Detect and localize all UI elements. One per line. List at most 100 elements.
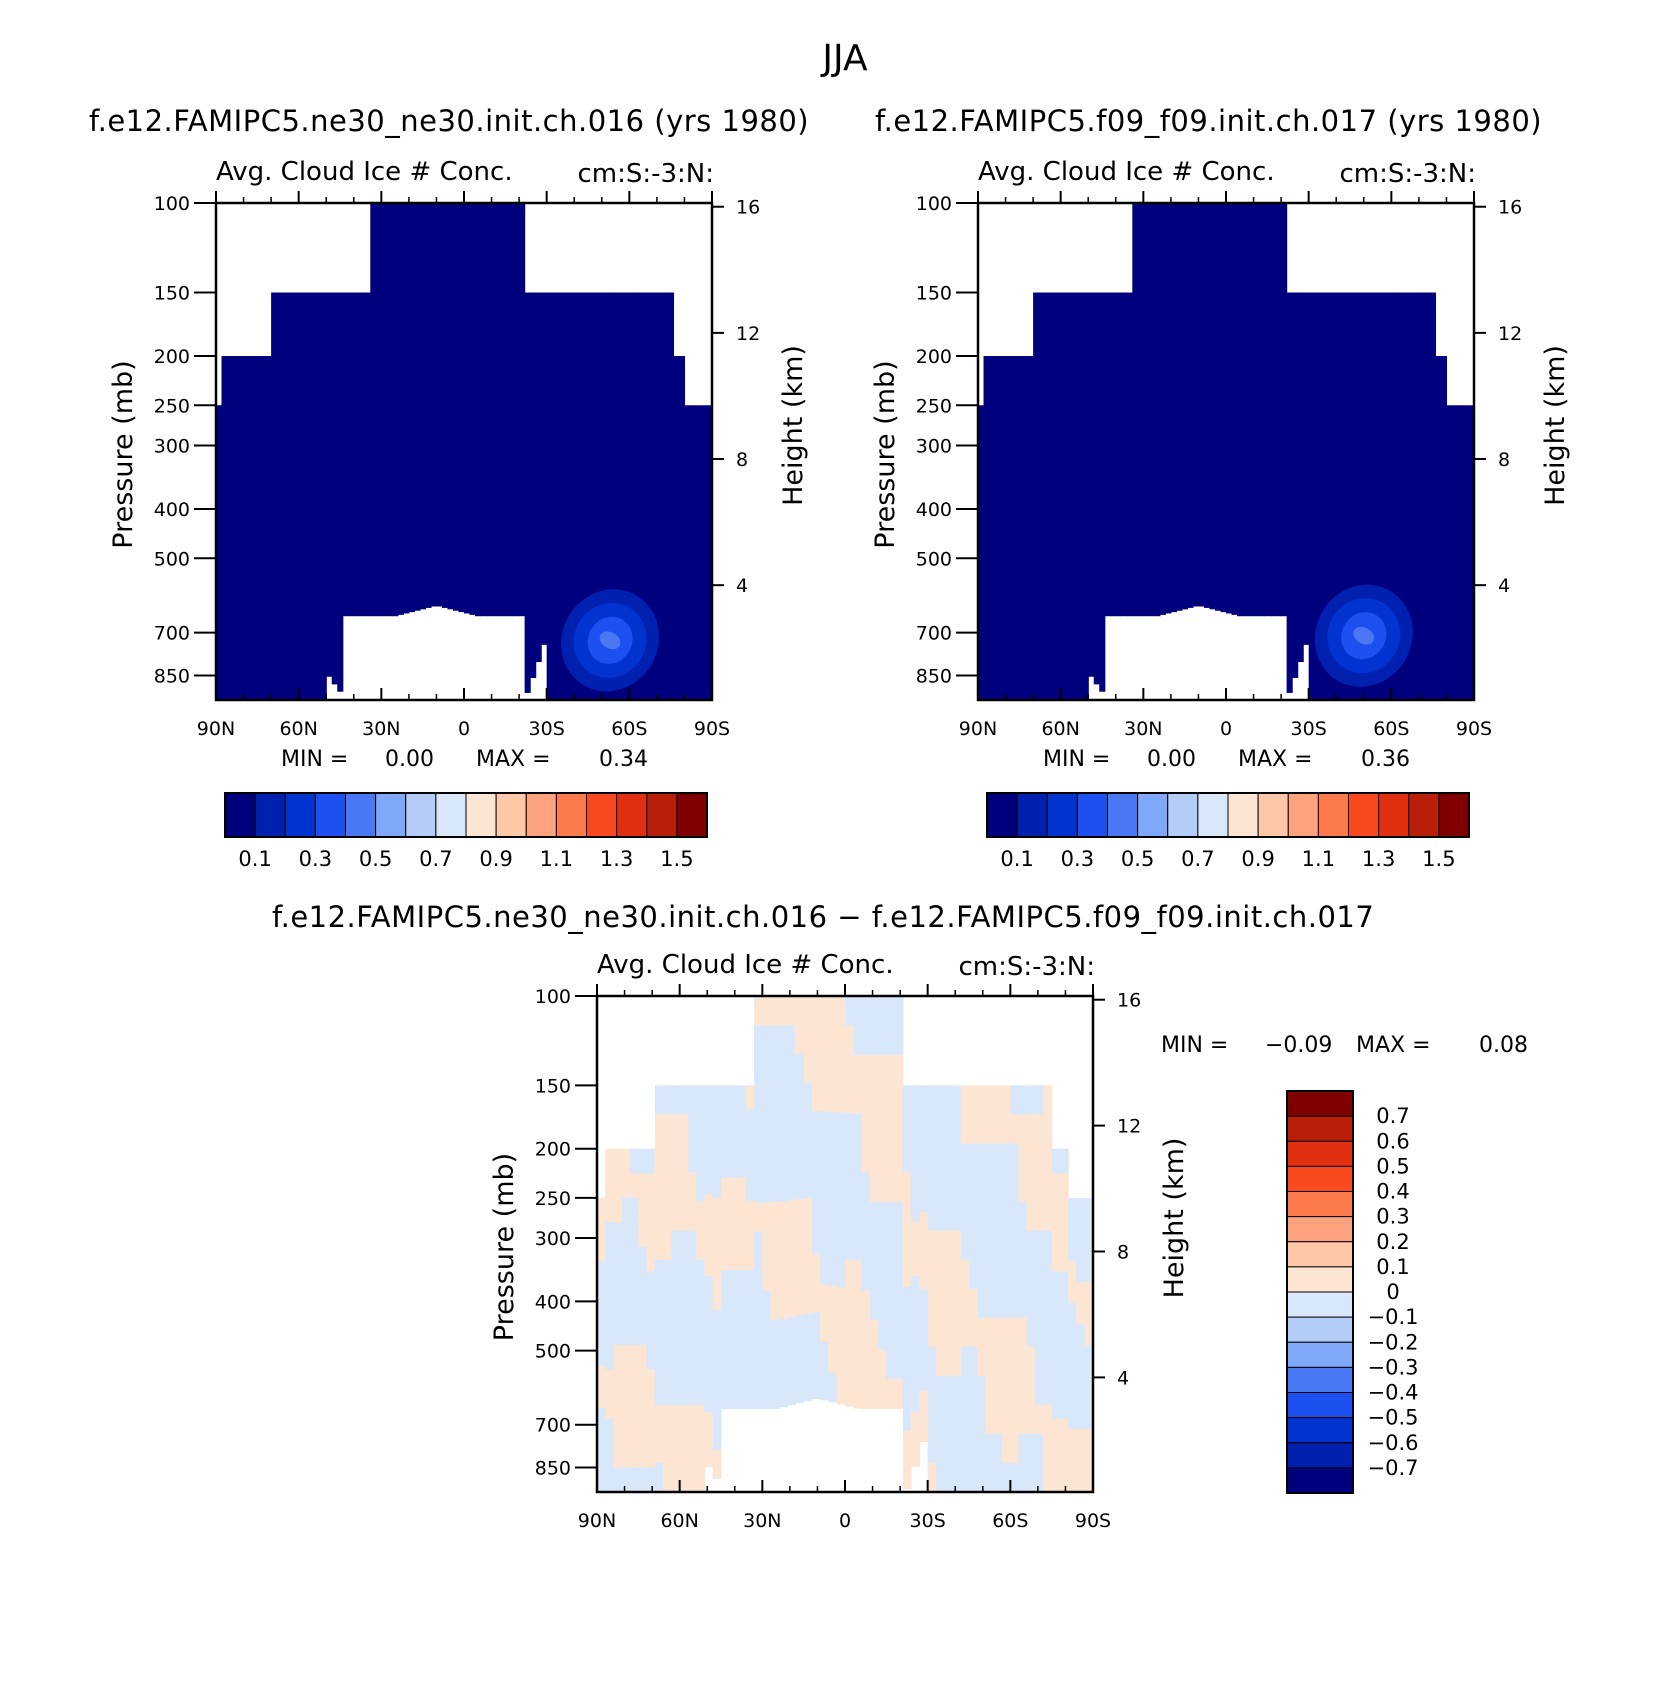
y-tick-label: 300 <box>535 1228 571 1250</box>
data-cell <box>969 1433 978 1464</box>
data-cell <box>993 1462 1003 1492</box>
data-cell <box>607 292 614 700</box>
data-cell <box>630 1295 639 1321</box>
data-cell <box>679 1259 689 1290</box>
data-cell <box>828 996 838 1026</box>
data-cell <box>952 1143 962 1174</box>
data-cell <box>654 1143 664 1174</box>
data-cell <box>634 292 641 700</box>
data-cell <box>845 1201 854 1231</box>
data-cell <box>902 1114 912 1144</box>
data-cell <box>845 1142 854 1173</box>
data-cell <box>1035 1085 1044 1115</box>
colorbar-swatch <box>1167 792 1199 838</box>
data-cell <box>1068 1302 1078 1325</box>
data-cell <box>704 1412 714 1441</box>
data-cell <box>745 1269 755 1294</box>
data-cell <box>1010 1433 1020 1464</box>
data-cell <box>845 1054 854 1085</box>
data-cell <box>969 1375 978 1406</box>
data-cell <box>983 356 990 700</box>
data-cell <box>687 1143 697 1174</box>
data-cell <box>1026 1085 1036 1115</box>
data-cell <box>679 1317 689 1348</box>
data-cell <box>1084 1407 1093 1430</box>
data-cell <box>486 203 493 617</box>
data-cell <box>1035 1346 1044 1377</box>
data-cell <box>861 1261 871 1292</box>
data-cell <box>1059 1344 1069 1370</box>
data-cell <box>621 1344 631 1370</box>
data-cell <box>935 1288 945 1319</box>
data-cell <box>1043 1375 1053 1406</box>
colorbar-swatch <box>1107 792 1139 838</box>
panel-a-title: f.e12.FAMIPC5.ne30_ne30.init.ch.016 (yrs… <box>89 104 810 138</box>
data-cell <box>630 1418 639 1444</box>
data-cell <box>605 1393 615 1420</box>
data-cell <box>663 1404 672 1435</box>
data-cell <box>605 1148 615 1174</box>
data-cell <box>441 203 449 608</box>
data-cell <box>944 1172 954 1203</box>
data-cell <box>894 1378 904 1409</box>
data-cell <box>298 292 305 700</box>
data-cell <box>869 1320 879 1351</box>
data-cell <box>1011 356 1018 700</box>
data-cell <box>605 1369 615 1395</box>
data-cell <box>605 1418 615 1444</box>
data-cell <box>836 1345 846 1376</box>
data-cell <box>687 1404 697 1435</box>
data-cell <box>836 1287 846 1318</box>
data-cell <box>1093 292 1100 685</box>
data-cell <box>927 1201 937 1232</box>
data-cell <box>1022 356 1029 700</box>
data-cell <box>944 1143 954 1174</box>
data-cell <box>729 1316 739 1340</box>
data-cell <box>778 1318 788 1349</box>
data-cell <box>960 1404 970 1435</box>
data-cell <box>359 292 366 617</box>
data-cell <box>803 1111 813 1142</box>
x-tick-label: 60S <box>611 718 647 740</box>
data-cell <box>646 1393 656 1420</box>
data-cell <box>902 1402 912 1432</box>
y-tick-label: 100 <box>916 193 952 215</box>
data-cell <box>704 1221 714 1250</box>
data-cell <box>770 1084 780 1115</box>
data-cell <box>737 1223 747 1248</box>
data-cell <box>754 1320 763 1351</box>
max-contour-4 <box>1353 626 1375 645</box>
data-cell <box>1051 1393 1061 1420</box>
data-cell <box>754 1290 763 1321</box>
data-cell <box>869 1378 879 1409</box>
colorbar-swatch <box>1286 1467 1354 1494</box>
data-cell <box>754 996 763 1027</box>
data-cell <box>679 1114 689 1145</box>
data-cell <box>613 1148 623 1174</box>
y2-tick-label: 4 <box>1117 1367 1129 1389</box>
data-cell <box>762 1143 772 1174</box>
colorbar-label: −0.3 <box>1368 1355 1419 1379</box>
data-cell <box>969 1317 978 1348</box>
data-cell <box>1418 292 1425 700</box>
data-cell <box>638 1271 648 1297</box>
data-cell <box>861 996 871 1027</box>
data-cell <box>1026 1230 1036 1261</box>
data-cell <box>754 1231 763 1262</box>
data-cell <box>886 1143 896 1174</box>
data-cell <box>927 1433 937 1464</box>
max-value: 0.34 <box>599 747 648 772</box>
data-cell <box>737 1385 747 1409</box>
y-tick-label: 500 <box>535 1341 571 1363</box>
data-cell <box>621 1295 631 1321</box>
data-cell <box>638 1393 648 1420</box>
data-cell <box>679 1085 689 1115</box>
data-cell <box>894 1025 904 1056</box>
data-cell <box>704 1085 714 1114</box>
data-cell <box>911 1330 920 1358</box>
data-cell <box>952 1085 962 1115</box>
data-cell <box>853 1290 863 1321</box>
colorbar-label: 0.6 <box>1376 1129 1409 1153</box>
data-cell <box>1035 1201 1044 1232</box>
data-cell <box>919 1187 929 1214</box>
